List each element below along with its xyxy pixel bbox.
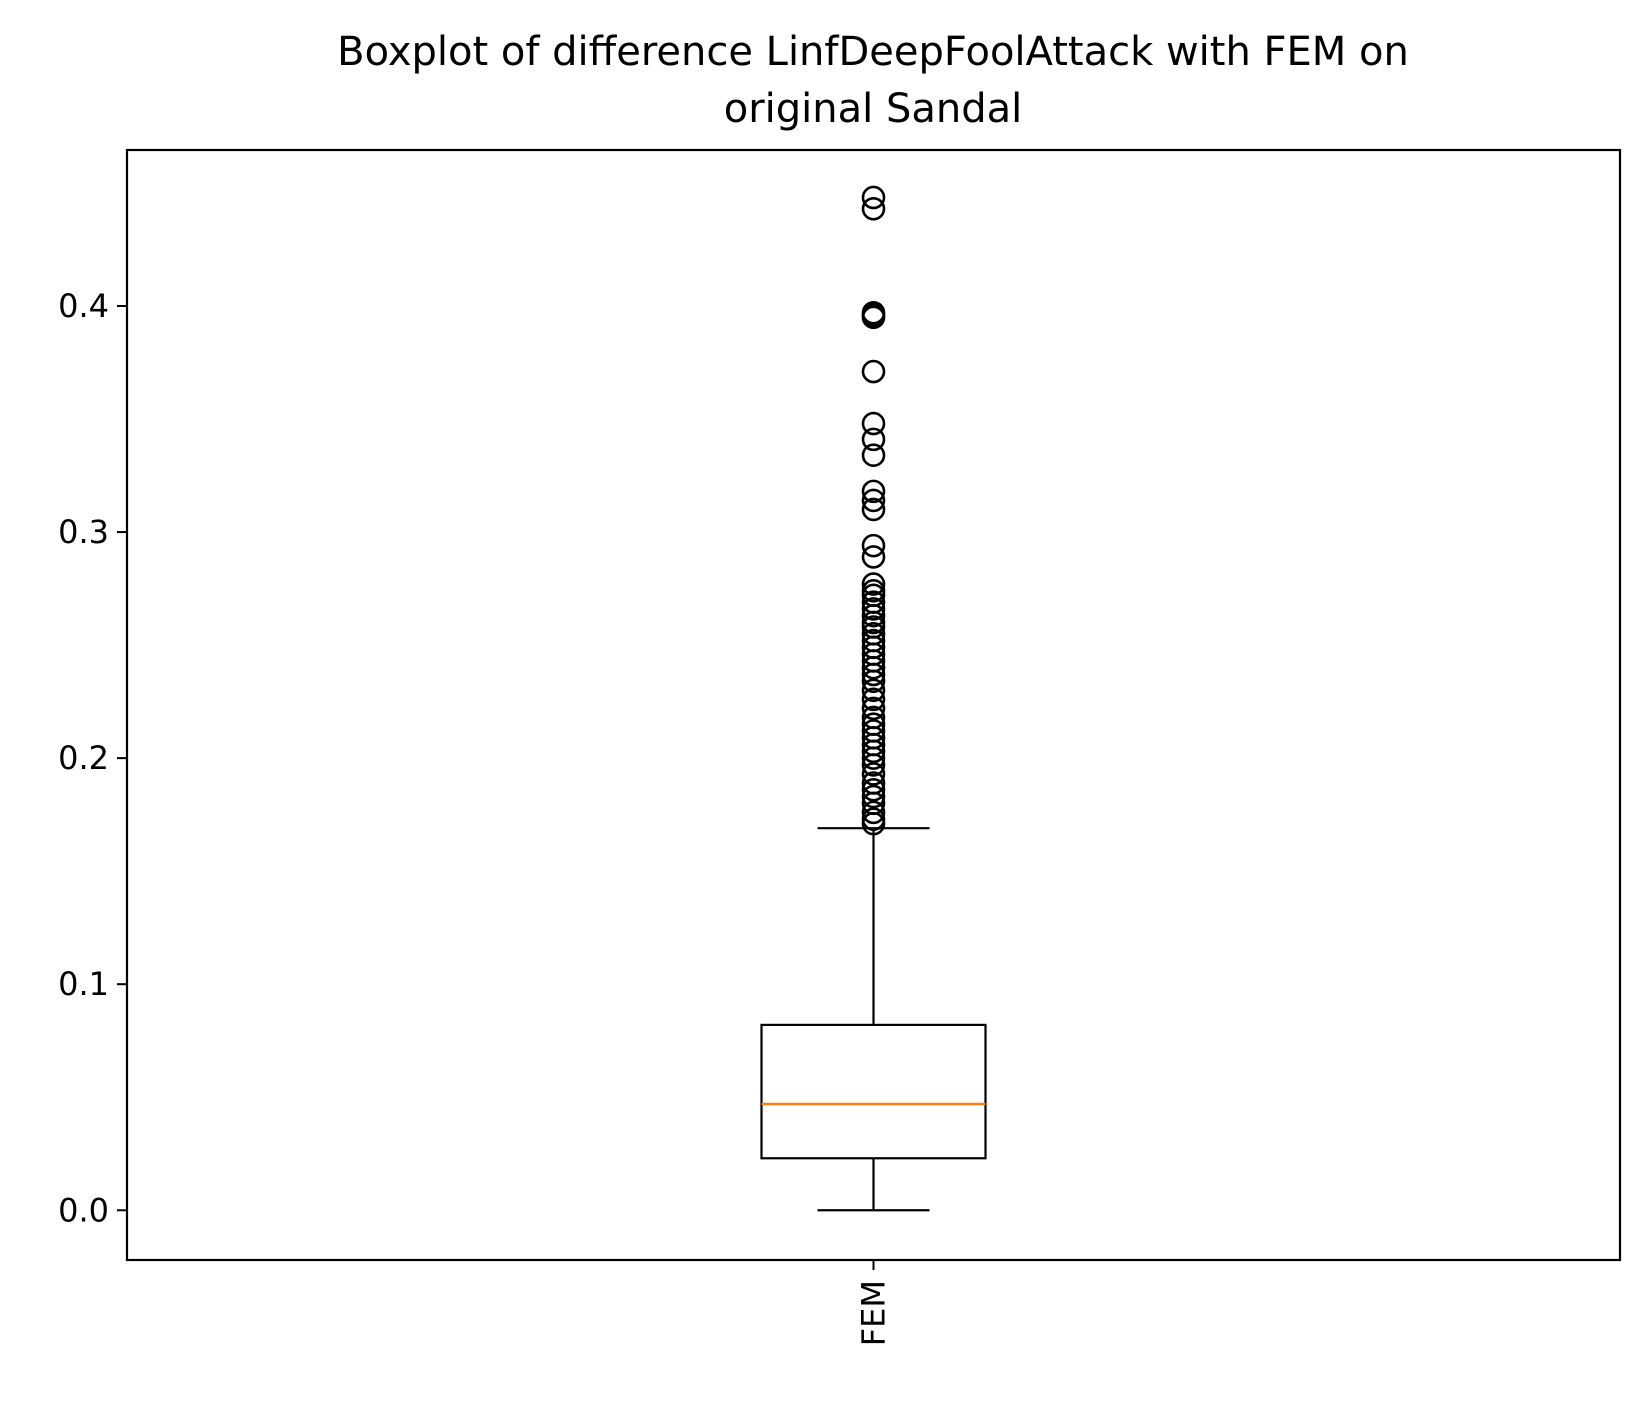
plot-area-frame	[125, 148, 1622, 1262]
outlier-point	[861, 753, 886, 777]
outlier-point	[861, 185, 886, 210]
outlier-point	[861, 696, 886, 721]
outlier-point	[861, 411, 886, 436]
outlier-points	[861, 185, 886, 836]
outlier-point	[861, 597, 886, 621]
outlier-point	[861, 305, 886, 330]
outlier-point	[861, 497, 886, 522]
outlier-point	[861, 196, 886, 221]
chart-title-line-1: Boxplot of difference LinfDeepFoolAttack…	[337, 29, 1409, 75]
outlier-point	[861, 603, 886, 628]
outlier-point	[861, 479, 886, 504]
outlier-point	[861, 784, 886, 809]
outlier-point	[861, 572, 886, 596]
outlier-point	[861, 655, 886, 680]
y-tick-label: 0.2	[58, 739, 109, 777]
outlier-point	[861, 662, 886, 687]
outlier-point	[861, 488, 886, 513]
x-axis: FEM	[855, 1260, 893, 1346]
outlier-point	[861, 762, 886, 786]
chart-title-line-2: original Sandal	[724, 86, 1023, 132]
outlier-point	[861, 811, 886, 836]
box-series-fem	[760, 827, 987, 1212]
outlier-point	[861, 427, 886, 452]
outlier-point	[861, 443, 886, 467]
outlier-point	[861, 739, 886, 764]
y-tick-label: 0.1	[58, 965, 109, 1003]
y-axis: 0.0 0.1 0.2 0.3 0.4	[58, 287, 127, 1229]
outlier-point	[861, 359, 886, 384]
y-tick-label: 0.4	[58, 287, 109, 325]
y-tick-label: 0.0	[58, 1191, 109, 1229]
outlier-point	[861, 777, 886, 802]
outlier-point	[861, 678, 886, 703]
outlier-point	[861, 669, 886, 694]
outlier-point	[861, 533, 886, 558]
y-tick-label: 0.3	[58, 513, 109, 551]
outlier-point	[861, 800, 886, 825]
x-tick-label-fem: FEM	[855, 1280, 893, 1346]
outlier-point	[861, 687, 886, 712]
outlier-point	[861, 746, 886, 770]
outlier-point	[861, 545, 886, 569]
